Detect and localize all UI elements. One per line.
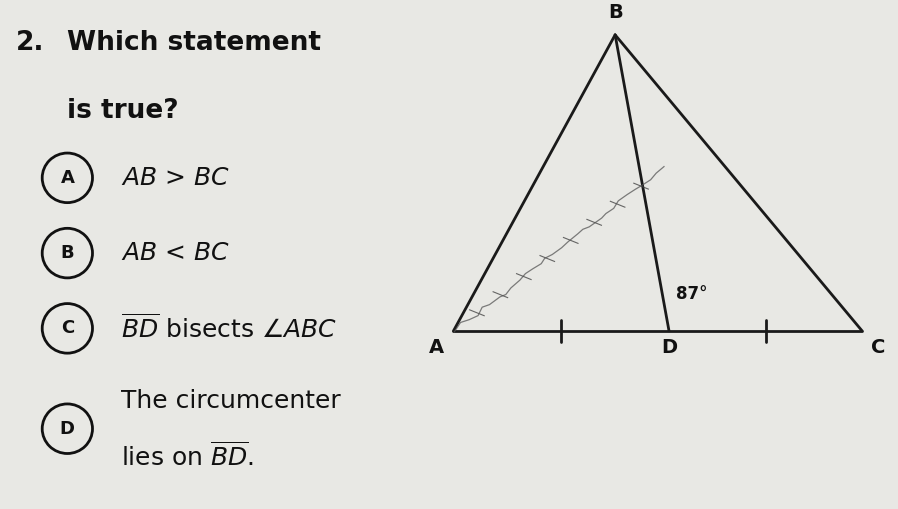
Text: A: A — [60, 169, 75, 187]
Text: lies on $\overline{BD}$.: lies on $\overline{BD}$. — [121, 442, 254, 471]
Text: $\it{AB}$ < $\it{BC}$: $\it{AB}$ < $\it{BC}$ — [121, 241, 230, 265]
Text: C: C — [61, 319, 74, 337]
Text: $\overline{\it{BD}}$ bisects $\angle$$\it{ABC}$: $\overline{\it{BD}}$ bisects $\angle$$\i… — [121, 314, 338, 343]
Text: C: C — [871, 338, 885, 357]
Text: $\it{AB}$ > $\it{BC}$: $\it{AB}$ > $\it{BC}$ — [121, 166, 230, 190]
Text: is true?: is true? — [67, 98, 179, 124]
Text: A: A — [429, 338, 445, 357]
Text: B: B — [60, 244, 75, 262]
Text: The circumcenter: The circumcenter — [121, 389, 341, 413]
Text: Which statement: Which statement — [67, 30, 321, 56]
Text: 2.: 2. — [16, 30, 45, 56]
Text: D: D — [60, 420, 75, 438]
Text: B: B — [608, 3, 622, 22]
Text: 87°: 87° — [676, 285, 708, 303]
Text: D: D — [661, 338, 677, 357]
